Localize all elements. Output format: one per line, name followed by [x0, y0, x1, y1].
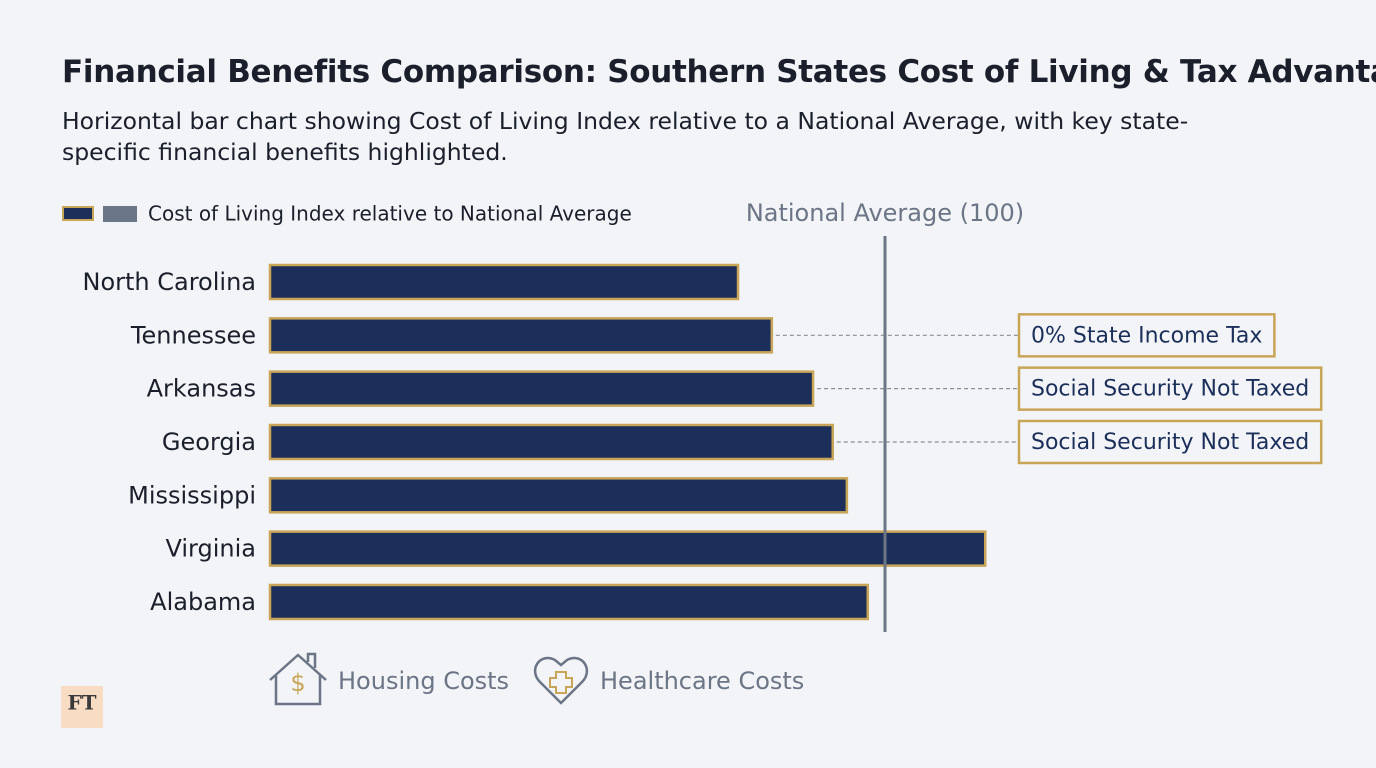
y-tick-label: Tennessee	[130, 321, 256, 349]
annotation-box	[1017, 313, 1276, 358]
footer-label: Housing Costs	[338, 667, 509, 695]
chart-title: Financial Benefits Comparison: Southern …	[62, 54, 1376, 90]
svg-text:$: $	[290, 669, 305, 697]
bar	[268, 317, 774, 354]
annotation: Social Security Not Taxed	[1031, 430, 1309, 455]
logo-box	[61, 686, 103, 728]
annotation: 0% State Income Tax	[1031, 323, 1262, 348]
annotation-box	[1017, 366, 1323, 411]
legend-swatch	[103, 206, 137, 222]
y-tick-label: Georgia	[162, 428, 256, 456]
y-tick-label: Virginia	[166, 535, 257, 563]
bar	[268, 263, 740, 301]
footer-label: Healthcare Costs	[600, 667, 804, 695]
bar	[268, 530, 987, 567]
bar	[268, 477, 849, 514]
annotation: Social Security Not Taxed	[1031, 377, 1309, 402]
reference-label: National Average (100)	[746, 199, 1024, 227]
annotation-box	[1017, 419, 1323, 465]
legend-swatch	[62, 206, 94, 221]
y-tick-label: North Carolina	[83, 268, 257, 296]
heart-icon	[533, 656, 589, 705]
y-tick-label: Mississippi	[128, 481, 256, 509]
logo: FT	[67, 691, 96, 715]
legend-label: Cost of Living Index relative to Nationa…	[148, 202, 632, 226]
y-tick-label: Arkansas	[147, 375, 256, 403]
y-tick-label: Alabama	[150, 588, 256, 616]
bar	[268, 583, 870, 621]
bar	[268, 370, 815, 407]
house-icon: $	[269, 652, 327, 706]
bar	[268, 423, 834, 461]
chart-subtitle: Horizontal bar chart showing Cost of Liv…	[62, 107, 1189, 166]
